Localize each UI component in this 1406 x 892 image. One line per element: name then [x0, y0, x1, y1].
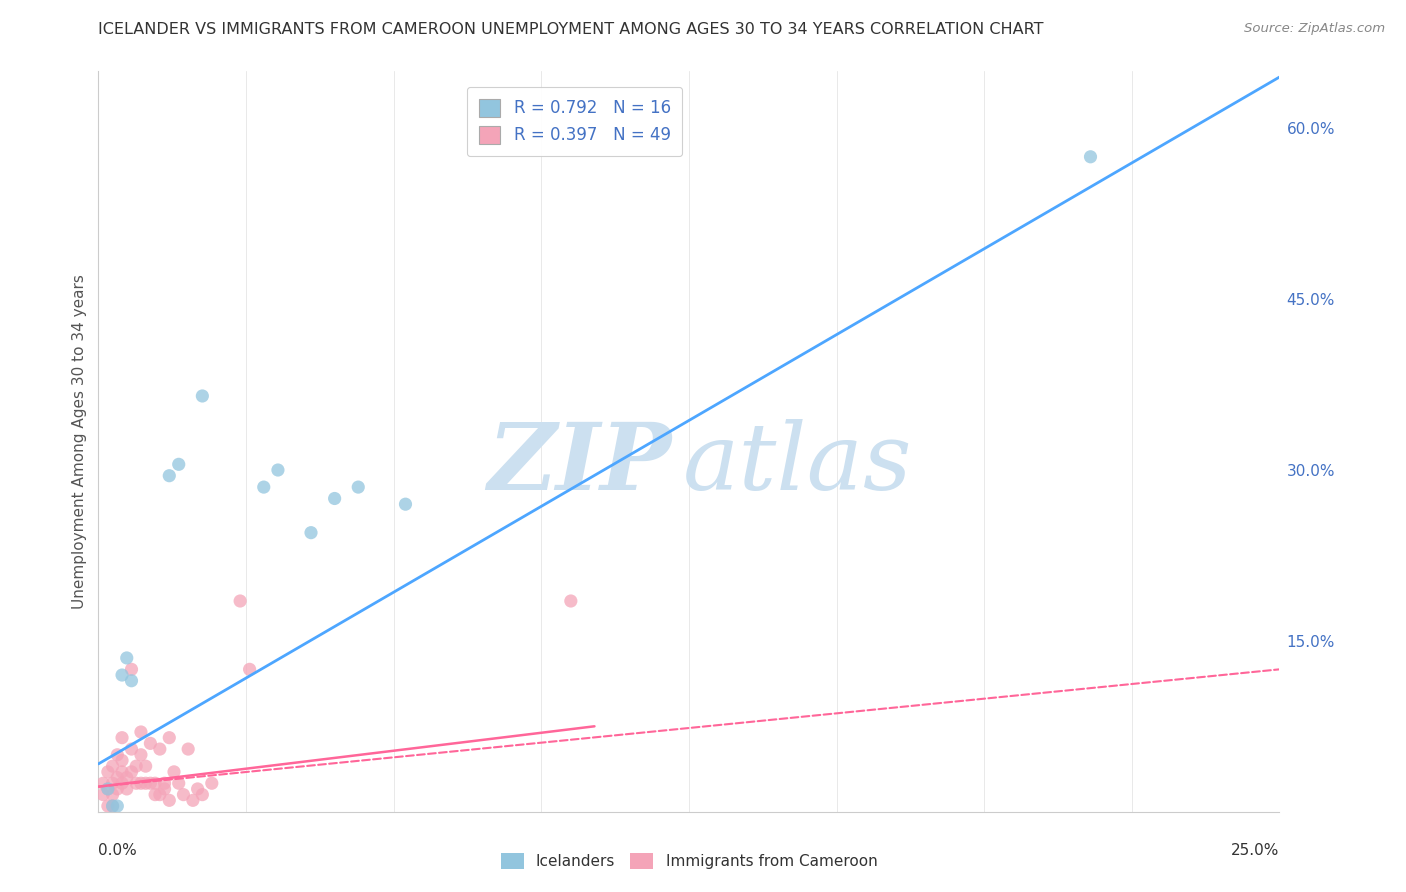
Text: 25.0%: 25.0% [1232, 843, 1279, 858]
Point [121, 764, 143, 779]
Point [167, 458, 190, 472]
Point [111, 776, 134, 790]
Point [560, 594, 582, 608]
Point [105, 799, 128, 814]
Point [101, 799, 124, 814]
Point [101, 788, 124, 802]
Point [394, 497, 416, 511]
Point [111, 754, 134, 768]
Point [135, 776, 157, 790]
Point [111, 668, 134, 682]
Point [105, 781, 128, 796]
Point [157, 468, 180, 483]
Point [139, 736, 162, 750]
Point [105, 771, 128, 785]
Point [97, 781, 120, 796]
Text: ICELANDER VS IMMIGRANTS FROM CAMEROON UNEMPLOYMENT AMONG AGES 30 TO 34 YEARS COR: ICELANDER VS IMMIGRANTS FROM CAMEROON UN… [98, 22, 1043, 37]
Point [191, 788, 214, 802]
Point [121, 662, 143, 676]
Point [101, 776, 124, 790]
Point [97, 799, 120, 814]
Text: atlas: atlas [683, 418, 912, 508]
Point [121, 742, 143, 756]
Point [157, 731, 180, 745]
Point [129, 747, 152, 762]
Point [115, 771, 138, 785]
Point [125, 776, 148, 790]
Point [97, 781, 120, 796]
Point [129, 776, 152, 790]
Point [139, 776, 162, 790]
Point [347, 480, 370, 494]
Point [201, 776, 224, 790]
Text: 0.0%: 0.0% [98, 843, 138, 858]
Point [177, 742, 200, 756]
Point [181, 793, 204, 807]
Point [153, 781, 176, 796]
Point [115, 651, 138, 665]
Point [135, 759, 157, 773]
Point [143, 788, 166, 802]
Point [157, 793, 180, 807]
Point [105, 747, 128, 762]
Point [91, 788, 114, 802]
Legend: Icelanders, Immigrants from Cameroon: Icelanders, Immigrants from Cameroon [495, 847, 883, 875]
Point [101, 799, 124, 814]
Legend: R = 0.792   N = 16, R = 0.397   N = 49: R = 0.792 N = 16, R = 0.397 N = 49 [467, 87, 682, 156]
Point [187, 781, 209, 796]
Point [153, 776, 176, 790]
Point [149, 742, 172, 756]
Point [229, 594, 252, 608]
Point [299, 525, 322, 540]
Point [101, 759, 124, 773]
Y-axis label: Unemployment Among Ages 30 to 34 years: Unemployment Among Ages 30 to 34 years [72, 274, 87, 609]
Point [97, 764, 120, 779]
Point [1080, 150, 1102, 164]
Point [91, 776, 114, 790]
Point [143, 776, 166, 790]
Point [149, 788, 172, 802]
Point [111, 731, 134, 745]
Point [172, 788, 194, 802]
Point [115, 781, 138, 796]
Point [125, 759, 148, 773]
Point [167, 776, 190, 790]
Point [267, 463, 290, 477]
Text: ZIP: ZIP [486, 418, 671, 508]
Text: Source: ZipAtlas.com: Source: ZipAtlas.com [1244, 22, 1385, 36]
Point [191, 389, 214, 403]
Point [121, 673, 143, 688]
Point [239, 662, 262, 676]
Point [323, 491, 346, 506]
Point [129, 725, 152, 739]
Point [253, 480, 276, 494]
Point [163, 764, 186, 779]
Point [111, 764, 134, 779]
